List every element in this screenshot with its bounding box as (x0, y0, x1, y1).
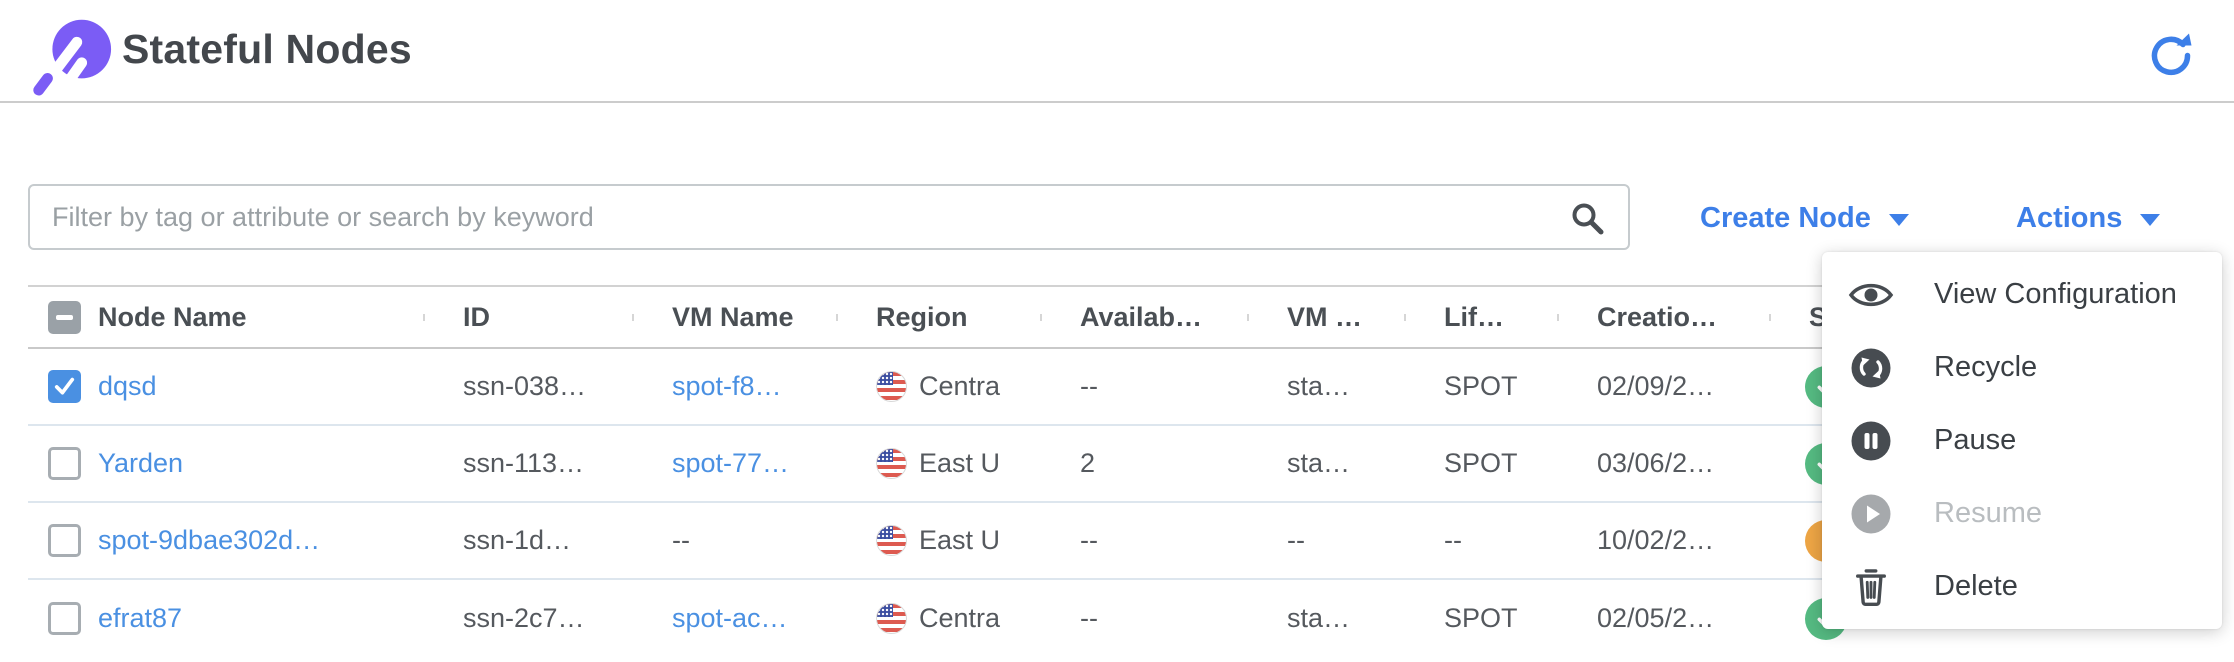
node-id: ssn-1d… (463, 525, 572, 555)
region-label: East U (919, 525, 1001, 555)
row-checkbox[interactable] (48, 370, 81, 403)
creation-date: 02/05/2… (1597, 603, 1715, 633)
menu-item-label: View Configuration (1934, 278, 2177, 310)
check-icon (54, 377, 75, 395)
col-region[interactable]: Region (836, 302, 1040, 333)
select-all-checkbox[interactable] (48, 300, 81, 334)
us-flag-icon (876, 448, 907, 479)
app-header: Stateful Nodes (0, 0, 2234, 103)
menu-item-view-configuration[interactable]: View Configuration (1822, 258, 2222, 331)
row-checkbox[interactable] (48, 602, 81, 635)
vm-size: sta… (1287, 371, 1351, 401)
lifecycle: SPOT (1444, 448, 1518, 478)
creation-date: 02/09/2… (1597, 371, 1715, 401)
chevron-down-icon (1888, 214, 1909, 226)
spot-logo-icon (26, 8, 114, 96)
availability-zone: 2 (1080, 448, 1096, 478)
create-node-button[interactable]: Create Node (1700, 198, 1909, 238)
region-label: East U (919, 448, 1001, 478)
us-flag-icon (876, 525, 907, 556)
search-input[interactable] (30, 186, 1628, 248)
table-row: spot-9dbae302d… ssn-1d… -- East U -- -- … (28, 503, 2206, 580)
stateful-nodes-table: Node Name ID VM Name Region Availab… VM … (28, 285, 2206, 657)
recycle-icon (1848, 345, 1894, 391)
region-label: Centra (919, 603, 1001, 633)
availability-zone: -- (1080, 371, 1098, 401)
us-flag-icon (876, 603, 907, 634)
node-id: ssn-113… (463, 448, 585, 478)
vm-size: -- (1287, 525, 1305, 555)
trash-icon (1848, 564, 1894, 610)
menu-item-label: Pause (1934, 424, 2017, 456)
col-vm-name[interactable]: VM Name (632, 302, 836, 333)
create-node-label: Create Node (1700, 201, 1871, 234)
lifecycle: SPOT (1444, 371, 1518, 401)
magnifier-icon[interactable] (1570, 201, 1606, 237)
menu-item-delete[interactable]: Delete (1822, 550, 2222, 623)
node-name-link[interactable]: dqsd (98, 371, 157, 401)
select-all-cell (28, 300, 90, 334)
pause-icon (1848, 418, 1894, 464)
vm-name-link[interactable]: spot-ac… (672, 603, 788, 633)
chevron-down-icon (2140, 214, 2161, 226)
col-vm-size[interactable]: VM … (1247, 302, 1404, 333)
eye-icon (1848, 272, 1894, 318)
lifecycle: SPOT (1444, 603, 1518, 633)
node-id: ssn-2c7… (463, 603, 585, 633)
menu-item-label: Recycle (1934, 351, 2038, 383)
col-creation[interactable]: Creatio… (1557, 302, 1769, 333)
actions-dropdown-menu: View Configuration Recycle Pause (1822, 252, 2222, 629)
page-title: Stateful Nodes (122, 26, 412, 72)
node-name-link[interactable]: spot-9dbae302d… (98, 525, 321, 555)
col-id[interactable]: ID (423, 302, 632, 333)
refresh-icon[interactable] (2148, 32, 2194, 78)
row-checkbox[interactable] (48, 447, 81, 480)
region-label: Centra (919, 371, 1001, 401)
node-name-link[interactable]: Yarden (98, 448, 184, 478)
table-row: Yarden ssn-113… spot-77… East U 2 sta… S… (28, 426, 2206, 503)
creation-date: 03/06/2… (1597, 448, 1715, 478)
node-name-link[interactable]: efrat87 (98, 603, 183, 633)
filter-search-box (28, 184, 1630, 250)
resume-icon (1848, 491, 1894, 537)
actions-button[interactable]: Actions (2016, 198, 2161, 238)
table-row: dqsd ssn-038… spot-f8… Centra -- sta… SP… (28, 349, 2206, 426)
col-lifecycle[interactable]: Lif… (1404, 302, 1557, 333)
menu-item-resume[interactable]: Resume (1822, 477, 2222, 550)
node-id: ssn-038… (463, 371, 587, 401)
table-row: efrat87 ssn-2c7… spot-ac… Centra -- sta…… (28, 580, 2206, 657)
row-checkbox[interactable] (48, 524, 81, 557)
lifecycle: -- (1444, 525, 1462, 555)
actions-label: Actions (2016, 201, 2123, 234)
table-header-row: Node Name ID VM Name Region Availab… VM … (28, 285, 2206, 349)
vm-size: sta… (1287, 603, 1351, 633)
vm-size: sta… (1287, 448, 1351, 478)
us-flag-icon (876, 371, 907, 402)
vm-name: -- (672, 525, 690, 555)
availability-zone: -- (1080, 603, 1098, 633)
col-node-name[interactable]: Node Name (98, 301, 247, 332)
vm-name-link[interactable]: spot-77… (672, 448, 790, 478)
indeterminate-icon (56, 314, 73, 320)
menu-item-label: Delete (1934, 570, 2018, 602)
menu-item-recycle[interactable]: Recycle (1822, 331, 2222, 404)
menu-item-pause[interactable]: Pause (1822, 404, 2222, 477)
menu-item-label: Resume (1934, 497, 2042, 529)
availability-zone: -- (1080, 525, 1098, 555)
col-availability-zone[interactable]: Availab… (1040, 302, 1247, 333)
vm-name-link[interactable]: spot-f8… (672, 371, 782, 401)
creation-date: 10/02/2… (1597, 525, 1715, 555)
